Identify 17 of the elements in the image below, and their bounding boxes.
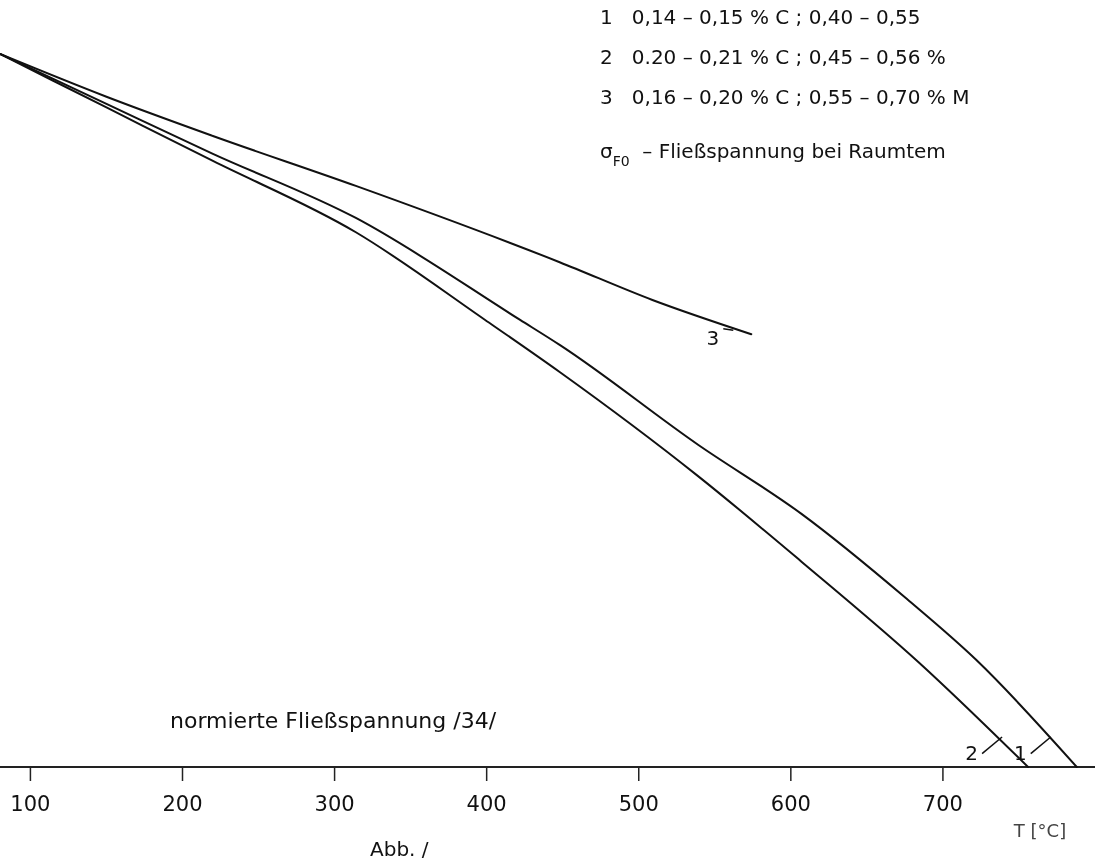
- text: Abb. /: [370, 837, 429, 861]
- annotation: normierte Fließspannung /34/: [170, 708, 497, 733]
- x-tick-label: 100: [10, 792, 51, 816]
- legend-label: 3: [706, 325, 720, 350]
- text: 1 0,14 – 0,15 % C ; 0,40 – 0,55: [600, 5, 921, 29]
- annotation: σ$_{F0}$ – Fließspannung bei Raumtem: [600, 139, 946, 169]
- legend-label: 1: [1014, 740, 1027, 765]
- x-axis-title: T [°C]: [1012, 820, 1067, 841]
- x-tick-label: 200: [162, 792, 203, 816]
- annotation: 3 0,16 – 0,20 % C ; 0,55 – 0,70 % M: [600, 85, 970, 109]
- x-tick-label: 300: [314, 792, 355, 816]
- x-tick-label: 500: [618, 792, 659, 816]
- annotation: 2 0.20 – 0,21 % C ; 0,45 – 0,56 %: [600, 45, 946, 69]
- legend-label: 2: [965, 740, 979, 765]
- x-tick-label: 600: [770, 792, 811, 816]
- x-tick-label: 400: [466, 792, 507, 816]
- x-tick-label: 700: [922, 792, 963, 816]
